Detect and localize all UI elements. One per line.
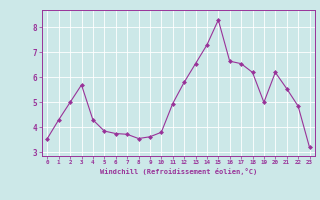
X-axis label: Windchill (Refroidissement éolien,°C): Windchill (Refroidissement éolien,°C): [100, 168, 257, 175]
